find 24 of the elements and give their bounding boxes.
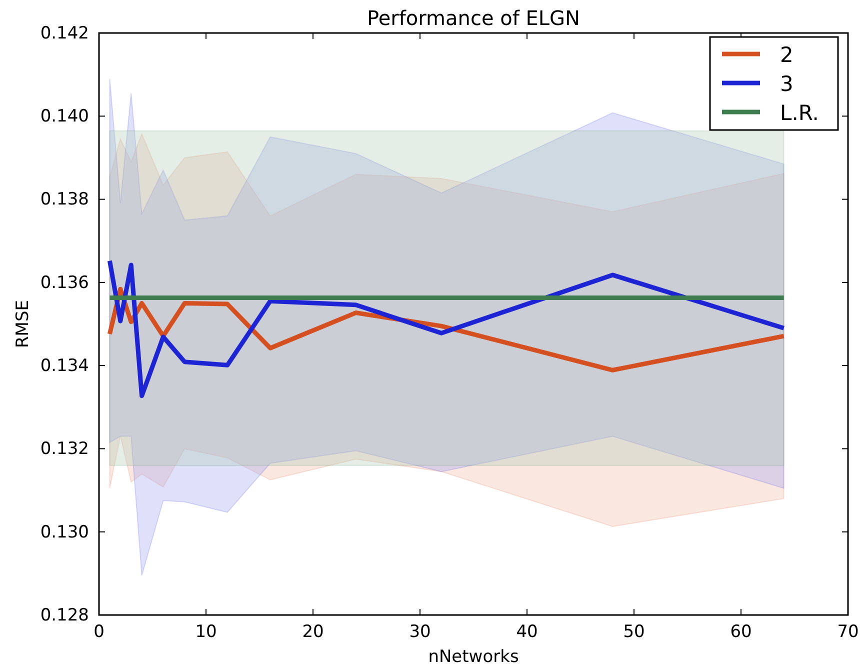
line-series (107, 258, 786, 398)
x-tick-label: 20 (302, 622, 324, 642)
y-axis-title: RMSE (13, 300, 33, 348)
x-tick-label: 70 (837, 622, 859, 642)
chart-title: Performance of ELGN (367, 6, 580, 30)
y-tick-label: 0.138 (40, 190, 89, 210)
y-tick-label: 0.130 (40, 522, 89, 542)
line-series (107, 286, 786, 372)
y-tick-label: 0.132 (40, 439, 89, 460)
y-tick-label: 0.128 (40, 605, 89, 626)
x-tick-label: 40 (516, 622, 538, 642)
y-tick-label: 0.140 (40, 106, 89, 127)
legend-label: 3 (780, 72, 794, 96)
x-axis-title: nNetworks (428, 647, 519, 666)
x-tick-label: 60 (730, 622, 752, 642)
x-tick-label: 50 (623, 622, 645, 642)
x-tick-label: 30 (409, 622, 431, 642)
x-tick-label: 0 (94, 622, 104, 642)
y-tick-label: 0.134 (40, 356, 89, 376)
x-tick-label: 10 (195, 622, 217, 642)
legend-label: L.R. (780, 101, 819, 125)
legend-label: 2 (780, 43, 794, 67)
y-tick-label: 0.142 (40, 23, 89, 44)
y-tick-label: 0.136 (40, 272, 89, 293)
